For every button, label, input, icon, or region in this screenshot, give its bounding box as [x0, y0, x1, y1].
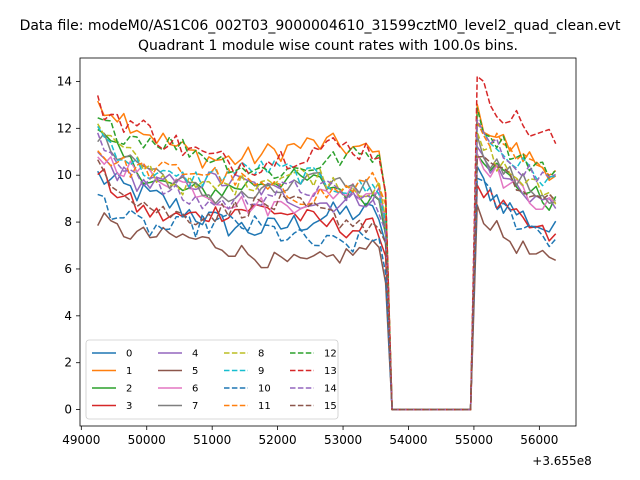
x-axis: 49000 50000 51000 52000 53000 54000 55000 56000 — [62, 426, 558, 447]
x-tick-label: 52000 — [259, 433, 297, 447]
y-tick-label: 8 — [64, 215, 72, 229]
y-tick-label: 4 — [64, 309, 72, 323]
x-tick-label: 51000 — [193, 433, 231, 447]
series-line-3 — [97, 168, 557, 411]
legend-label-6: 6 — [192, 384, 198, 395]
legend-label-10: 10 — [258, 384, 271, 395]
axes-frame — [79, 57, 577, 427]
legend-label-14: 14 — [324, 384, 337, 395]
legend-box — [85, 339, 339, 420]
y-tick-label: 10 — [57, 168, 72, 182]
y-tick-label: 2 — [64, 356, 72, 370]
series-line-14 — [96, 118, 556, 411]
series-line-8 — [97, 123, 557, 411]
x-tick-label: 55000 — [455, 433, 493, 447]
legend-label-13: 13 — [324, 366, 337, 377]
legend-label-0: 0 — [126, 349, 132, 360]
legend-label-7: 7 — [192, 401, 198, 412]
series-line-4 — [97, 145, 557, 411]
series-line-1 — [97, 100, 557, 411]
series-line-12 — [97, 107, 557, 411]
y-tick-label: 12 — [57, 121, 72, 135]
legend-label-3: 3 — [126, 401, 132, 412]
x-tick-label: 56000 — [520, 433, 558, 447]
series-line-5 — [97, 204, 557, 411]
legend-label-9: 9 — [258, 366, 264, 377]
series-line-6 — [97, 152, 557, 411]
x-offset-label: +3.655e8 — [532, 454, 591, 468]
y-tick-label: 6 — [64, 262, 72, 276]
series-line-0 — [97, 165, 557, 411]
x-tick-label: 54000 — [389, 433, 427, 447]
legend-label-5: 5 — [192, 366, 198, 377]
chart-title: Quadrant 1 module wise count rates with … — [138, 38, 518, 54]
legend-label-4: 4 — [192, 349, 198, 360]
legend-label-12: 12 — [324, 349, 337, 360]
legend-label-1: 1 — [126, 366, 132, 377]
series-line-15 — [97, 155, 557, 411]
series-line-11 — [97, 121, 557, 411]
x-tick-label: 53000 — [324, 433, 362, 447]
series-line-7 — [97, 132, 556, 411]
legend-label-2: 2 — [126, 384, 132, 395]
x-tick-label: 50000 — [128, 433, 166, 447]
legend-label-8: 8 — [258, 349, 264, 360]
series-layer — [96, 75, 557, 411]
legend-label-11: 11 — [258, 401, 271, 412]
series-line-13 — [96, 75, 557, 411]
x-tick-label: 49000 — [62, 433, 100, 447]
legend-label-15: 15 — [324, 401, 337, 412]
y-axis: 0 2 4 6 8 10 12 14 — [57, 74, 80, 417]
y-tick-label: 0 — [64, 403, 72, 417]
series-line-10 — [97, 177, 557, 411]
chart-suptitle: Data file: modeM0/AS1C06_002T03_90000046… — [20, 18, 621, 34]
y-tick-label: 14 — [57, 74, 72, 88]
